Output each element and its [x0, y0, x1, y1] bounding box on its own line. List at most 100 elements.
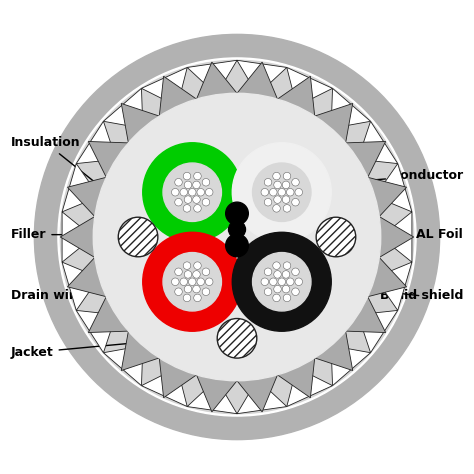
Text: Insulation: Insulation	[11, 136, 93, 181]
Circle shape	[58, 58, 416, 416]
Text: Jacket: Jacket	[11, 343, 130, 359]
Circle shape	[183, 205, 191, 212]
Circle shape	[286, 189, 294, 196]
Circle shape	[270, 278, 277, 285]
Polygon shape	[379, 217, 414, 257]
Text: Filler: Filler	[11, 228, 72, 241]
Polygon shape	[60, 217, 95, 257]
Circle shape	[184, 271, 192, 278]
Circle shape	[175, 268, 182, 275]
Circle shape	[175, 179, 182, 186]
Polygon shape	[187, 379, 237, 414]
Circle shape	[183, 294, 191, 301]
Polygon shape	[88, 141, 128, 177]
Circle shape	[180, 278, 188, 285]
Circle shape	[93, 93, 381, 381]
Circle shape	[202, 268, 210, 275]
Circle shape	[163, 253, 221, 311]
Polygon shape	[315, 103, 353, 143]
Circle shape	[226, 202, 248, 225]
Circle shape	[183, 262, 191, 269]
Polygon shape	[368, 177, 407, 217]
Circle shape	[189, 189, 196, 196]
Circle shape	[274, 181, 281, 189]
Circle shape	[60, 60, 414, 414]
Polygon shape	[67, 257, 106, 297]
Circle shape	[273, 262, 280, 269]
Circle shape	[194, 173, 201, 180]
Polygon shape	[62, 164, 99, 212]
Circle shape	[274, 196, 281, 203]
Circle shape	[283, 173, 291, 180]
Circle shape	[184, 196, 192, 203]
Circle shape	[316, 217, 356, 257]
Polygon shape	[346, 297, 386, 333]
Circle shape	[193, 181, 200, 189]
Polygon shape	[141, 368, 187, 407]
Circle shape	[205, 278, 213, 285]
Circle shape	[278, 189, 285, 196]
Polygon shape	[197, 375, 237, 412]
Circle shape	[228, 221, 246, 238]
Polygon shape	[368, 257, 407, 297]
Circle shape	[295, 189, 302, 196]
Polygon shape	[67, 177, 106, 217]
Polygon shape	[287, 368, 333, 407]
Polygon shape	[76, 121, 116, 164]
Circle shape	[194, 262, 201, 269]
Circle shape	[292, 179, 299, 186]
Circle shape	[193, 271, 200, 278]
Polygon shape	[237, 62, 277, 99]
Polygon shape	[159, 358, 197, 398]
Circle shape	[172, 278, 179, 285]
Polygon shape	[121, 103, 159, 143]
Polygon shape	[315, 331, 353, 371]
Polygon shape	[277, 76, 315, 116]
Circle shape	[253, 253, 311, 311]
Circle shape	[295, 278, 302, 285]
Circle shape	[118, 217, 158, 257]
Circle shape	[282, 271, 290, 278]
Circle shape	[286, 278, 294, 285]
Circle shape	[264, 179, 272, 186]
Circle shape	[283, 205, 291, 212]
Circle shape	[217, 319, 257, 358]
Circle shape	[202, 288, 210, 295]
Polygon shape	[88, 297, 128, 333]
Circle shape	[172, 189, 179, 196]
Polygon shape	[76, 310, 116, 353]
Polygon shape	[62, 212, 93, 262]
Polygon shape	[277, 358, 315, 398]
Circle shape	[282, 181, 290, 189]
Circle shape	[184, 181, 192, 189]
Text: AL Foil: AL Foil	[383, 228, 463, 241]
Polygon shape	[331, 88, 371, 128]
Polygon shape	[358, 310, 398, 353]
Circle shape	[202, 199, 210, 206]
Circle shape	[232, 232, 331, 331]
Circle shape	[180, 189, 188, 196]
Circle shape	[282, 285, 290, 293]
Polygon shape	[375, 164, 412, 212]
Polygon shape	[62, 262, 99, 310]
Circle shape	[193, 285, 200, 293]
Circle shape	[175, 288, 182, 295]
Circle shape	[175, 199, 182, 206]
Circle shape	[264, 288, 272, 295]
Polygon shape	[346, 141, 386, 177]
Circle shape	[283, 262, 291, 269]
Circle shape	[205, 189, 213, 196]
Circle shape	[283, 294, 291, 301]
Polygon shape	[375, 262, 412, 310]
Circle shape	[184, 285, 192, 293]
Polygon shape	[159, 76, 197, 116]
Polygon shape	[331, 346, 371, 386]
Circle shape	[273, 205, 280, 212]
Circle shape	[202, 179, 210, 186]
Polygon shape	[197, 62, 237, 99]
Circle shape	[163, 163, 221, 221]
Circle shape	[226, 234, 248, 257]
Circle shape	[197, 189, 204, 196]
Circle shape	[193, 196, 200, 203]
Circle shape	[292, 288, 299, 295]
